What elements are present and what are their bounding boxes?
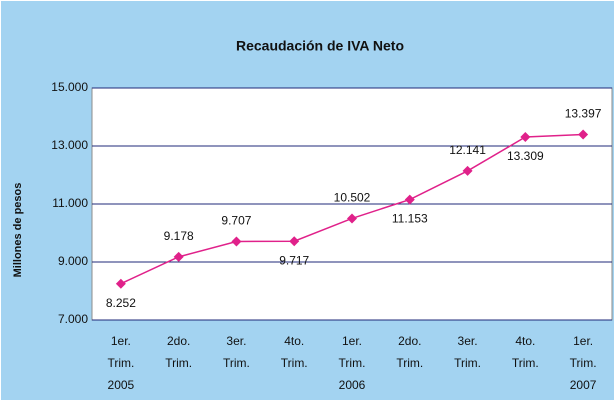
marker: [520, 132, 531, 143]
data-label: 9.717: [279, 253, 309, 267]
marker: [115, 278, 126, 289]
x-tick-label: 3er.: [226, 334, 246, 348]
x-tick-label: Trim.: [281, 356, 308, 370]
x-tick-label: 1er.: [342, 334, 362, 348]
y-tick-label: 7.000: [58, 312, 88, 326]
x-tick-label: 1er.: [573, 334, 593, 348]
data-label: 13.397: [565, 107, 602, 121]
x-tick-label: 3er.: [458, 334, 478, 348]
x-tick-label: Trim.: [107, 356, 134, 370]
y-tick-label: 13.000: [51, 138, 88, 152]
chart-title: Recaudación de IVA Neto: [236, 38, 404, 54]
marker: [462, 165, 473, 176]
marker: [404, 194, 415, 205]
x-tick-label: 2do.: [167, 334, 190, 348]
x-tick-label: 2do.: [398, 334, 421, 348]
marker: [578, 129, 589, 140]
x-tick-label: 2006: [339, 378, 366, 392]
data-label: 10.502: [334, 191, 371, 205]
data-label: 8.252: [106, 296, 136, 310]
y-tick-label: 9.000: [58, 254, 88, 268]
x-tick-label: 1er.: [111, 334, 131, 348]
x-tick-label: Trim.: [512, 356, 539, 370]
data-label: 9.178: [164, 229, 194, 243]
x-tick-label: Trim.: [339, 356, 366, 370]
data-label: 12.141: [449, 143, 486, 157]
x-tick-label: 4to.: [515, 334, 535, 348]
marker: [347, 213, 357, 224]
data-label: 13.309: [507, 149, 544, 163]
y-tick-label: 15.000: [51, 80, 88, 94]
x-tick-label: Trim.: [165, 356, 192, 370]
data-label: 11.153: [392, 212, 428, 226]
x-tick-label: 2007: [570, 378, 597, 392]
x-tick-label: 4to.: [284, 334, 304, 348]
x-tick-label: 2005: [108, 378, 135, 392]
x-tick-label: Trim.: [396, 356, 423, 370]
y-tick-label: 11.000: [52, 196, 88, 210]
x-tick-label: Trim.: [454, 356, 481, 370]
marker: [231, 236, 242, 247]
marker: [289, 236, 300, 247]
y-axis-label: Millones de pesos: [12, 183, 24, 278]
marker: [173, 251, 184, 262]
x-tick-label: Trim.: [570, 356, 597, 370]
x-tick-label: Trim.: [223, 356, 250, 370]
data-label: 9.707: [221, 214, 251, 228]
